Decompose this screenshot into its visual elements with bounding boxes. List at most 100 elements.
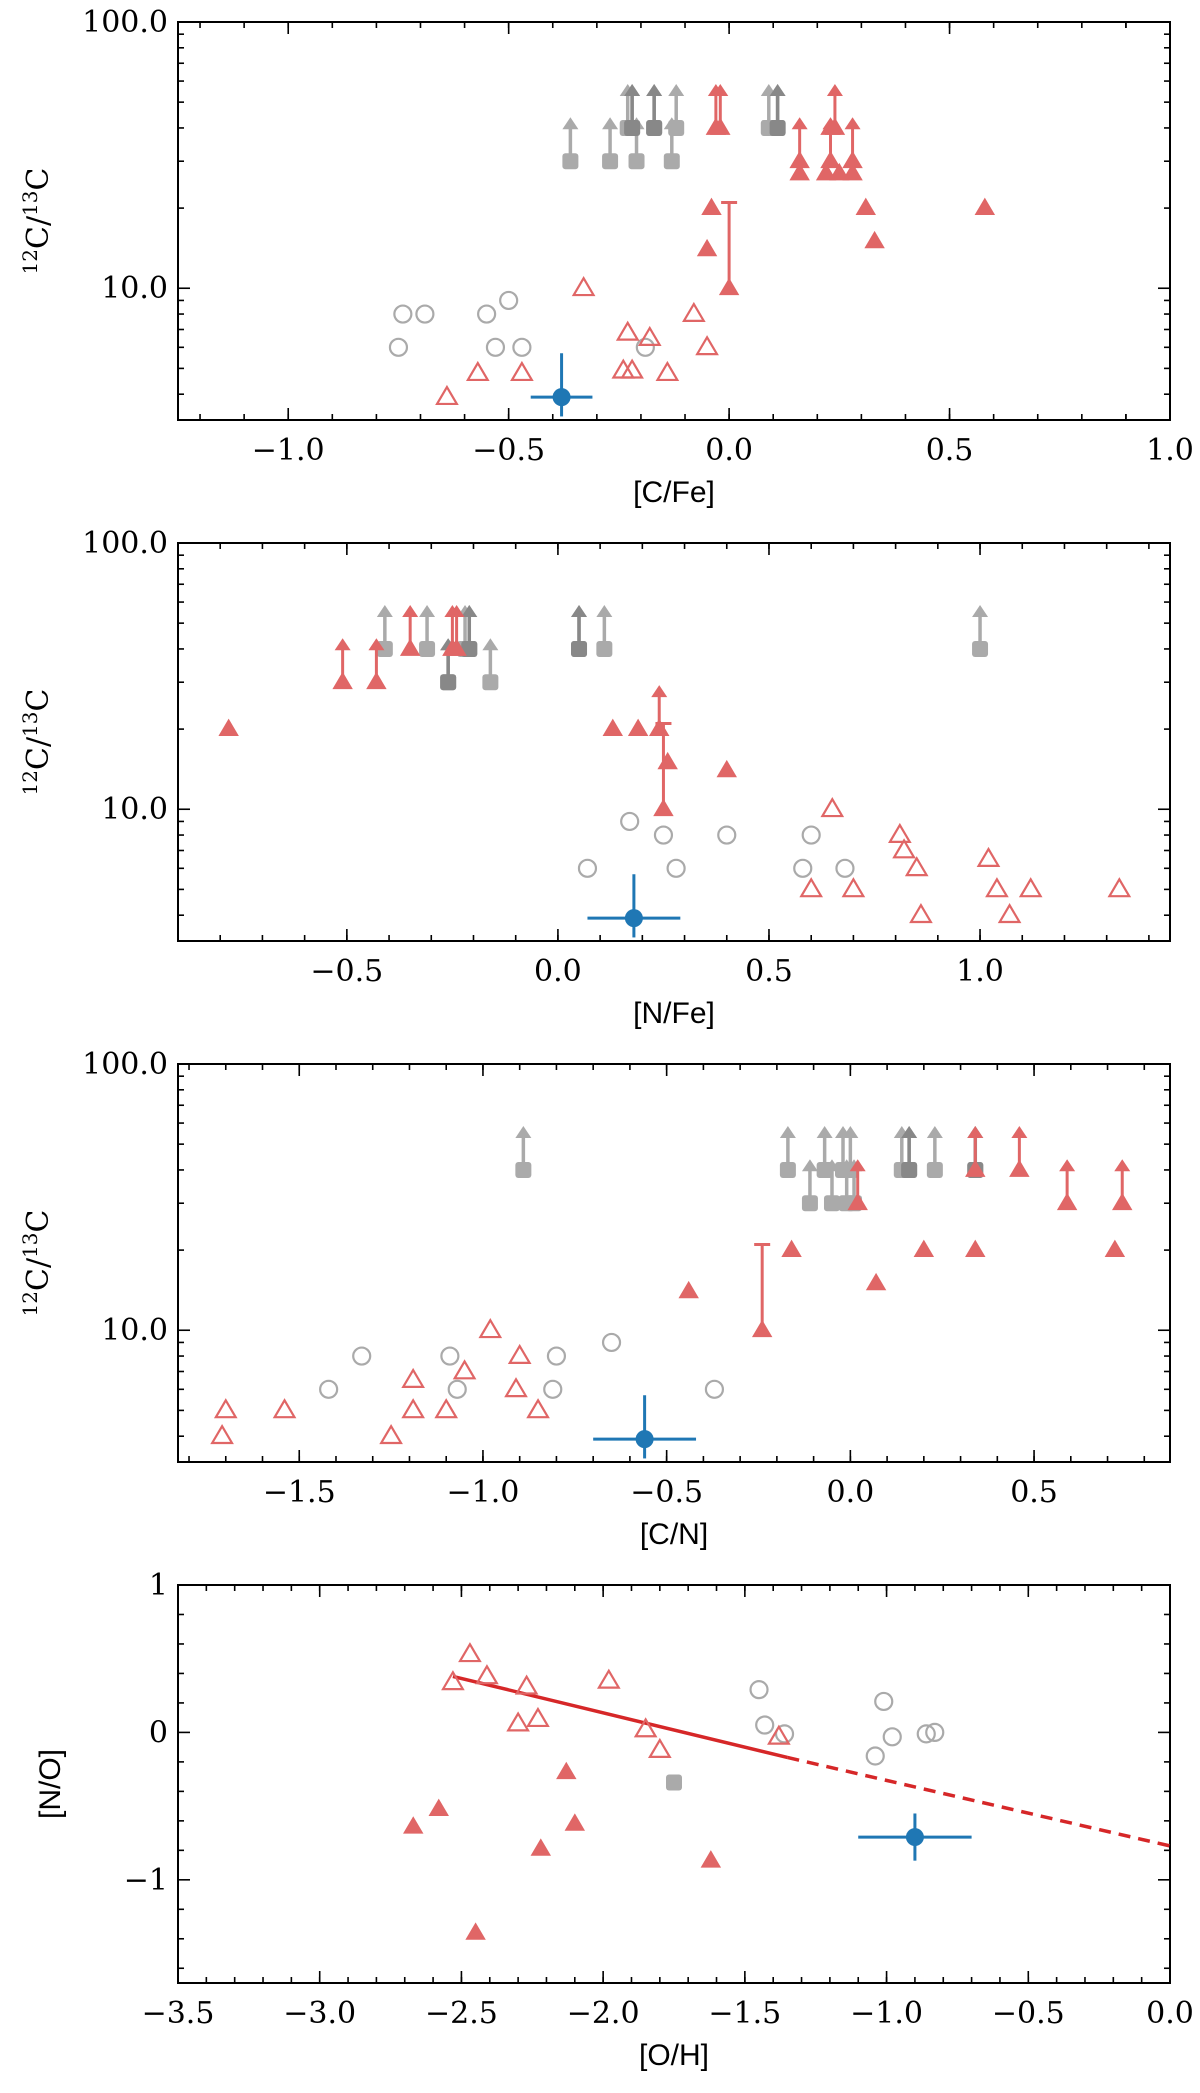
grey-dark-limit-arrow-head: [901, 1125, 918, 1138]
x-tick-label: −0.5: [992, 1996, 1065, 2031]
grey-open-circle: [704, 1379, 725, 1399]
red-filled-triangle: [564, 1813, 586, 1831]
panel-nfe: −0.5 0.0 0.5 1.0 10.0 100.0 [N/Fe] 12C/13C: [18, 526, 1171, 1030]
grey-limit-arrow-head: [562, 117, 579, 130]
plot-area: [388, 83, 996, 417]
y-axis-label: 12C/13C: [18, 1210, 56, 1317]
grey-dark-limit-square: [769, 119, 786, 136]
axes-frame: [177, 1063, 1171, 1463]
grey-limit-square: [668, 119, 685, 136]
red-filled-triangle: [781, 1239, 802, 1258]
red-open-triangle: [904, 856, 929, 877]
y-tick-label: 0: [149, 1715, 168, 1750]
x-tick-label: −0.5: [472, 433, 545, 468]
x-tick-label: −2.0: [567, 1996, 640, 2031]
red-open-triangle: [213, 1398, 238, 1419]
blue-point: [552, 388, 571, 407]
grey-dark-limit-arrow-head: [461, 604, 478, 617]
panel-cfe: −1.0 −0.5 0.0 0.5 1.0 10.0 100.0 [C/Fe] 12C/13C: [18, 5, 1194, 509]
red-filled-triangle: [815, 162, 837, 181]
blue-point: [635, 1430, 654, 1449]
red-filled-triangle: [602, 718, 624, 737]
red-limit-triangle: [1112, 1192, 1133, 1211]
y-label-superscript: 12: [18, 770, 42, 795]
blue-point: [905, 1828, 924, 1847]
grey-limit-arrow-head: [801, 1159, 818, 1172]
red-filled-triangle: [1104, 1239, 1126, 1258]
red-open-triangle: [620, 358, 644, 379]
x-axis-label: [C/N]: [640, 1518, 708, 1551]
red-limit-arrow-head: [334, 638, 351, 651]
red-limit-triangle: [847, 1192, 868, 1211]
grey-dark-limit-square: [624, 119, 641, 136]
x-tick-label: 0.0: [1146, 1996, 1194, 2031]
x-tick-label: −0.5: [630, 1475, 703, 1510]
grey-open-circle: [485, 337, 506, 357]
y-tick-label: 100.0: [82, 526, 168, 561]
grey-open-circle: [601, 1332, 622, 1353]
red-open-triangle: [401, 1367, 425, 1388]
grey-open-circle: [512, 337, 532, 357]
grey-open-circle: [477, 304, 497, 324]
red-limit-triangle: [649, 718, 670, 737]
grey-open-circle: [653, 825, 674, 845]
red-open-triangle: [892, 838, 916, 859]
x-tick-label: −1.0: [447, 1475, 520, 1510]
y-label-superscript: 13: [18, 712, 42, 737]
y-tick-label: 10.0: [101, 792, 168, 827]
grey-dark-limit-square: [440, 674, 457, 691]
grey-limit-arrow-head: [376, 604, 393, 617]
red-limit-triangle: [366, 671, 387, 690]
red-limit-arrow-head: [651, 685, 668, 698]
grey-open-circle: [835, 858, 855, 878]
y-label-text: C/: [21, 1257, 56, 1291]
red-filled-triangle: [701, 197, 722, 216]
grey-limit-square: [926, 1161, 943, 1178]
red-limit-triangle: [820, 150, 841, 169]
plot-area: [218, 604, 1132, 938]
x-tick-label: −2.5: [425, 1996, 498, 2031]
grey-limit-arrow-head: [926, 1125, 943, 1138]
red-open-triangle: [799, 877, 824, 898]
red-limit-arrow-head: [849, 1159, 866, 1172]
red-open-triangle: [655, 360, 680, 382]
red-limit-arrow-head: [967, 1125, 984, 1138]
y-tick-label: 10.0: [101, 271, 168, 306]
x-tick-label: 0.0: [534, 954, 582, 989]
blue-point: [624, 909, 643, 928]
red-limit-arrow-head: [791, 117, 808, 130]
grey-limit-square: [419, 640, 436, 657]
x-tick-label: −3.5: [142, 1996, 215, 2031]
x-tick-label: −3.0: [283, 1996, 356, 2031]
red-open-triangle: [820, 797, 845, 818]
grey-limit-arrow-head: [515, 1125, 532, 1138]
red-open-triangle: [506, 1711, 530, 1732]
red-open-triangle: [526, 1706, 550, 1728]
red-open-triangle: [514, 1674, 539, 1695]
grey-dark-limit-square: [646, 119, 663, 136]
grey-limit-arrow-head: [972, 604, 989, 617]
grey-open-circle: [874, 1691, 894, 1712]
y-label-superscript: 12: [18, 1291, 42, 1316]
x-tick-label: −1.5: [263, 1475, 336, 1510]
x-tick-label: 0.0: [705, 433, 753, 468]
y-label-text: C: [21, 689, 56, 712]
red-open-triangle: [976, 846, 1001, 867]
grey-open-circle: [577, 858, 598, 878]
axes-frame: [177, 542, 1171, 942]
red-filled-triangle: [829, 162, 850, 181]
grey-limit-square: [972, 640, 989, 657]
red-limit-arrow-head: [368, 638, 385, 651]
red-limit-triangle: [710, 117, 731, 135]
red-open-triangle: [1018, 877, 1043, 898]
x-tick-label: 0.5: [1010, 1475, 1058, 1510]
grey-open-circle: [755, 1715, 775, 1735]
red-open-triangle: [637, 325, 662, 346]
grey-dark-limit-arrow-head: [571, 604, 588, 617]
red-open-triangle: [695, 335, 719, 356]
red-limit-arrow-head: [712, 83, 729, 96]
red-open-triangle: [504, 1377, 528, 1398]
x-tick-label: 1.0: [1146, 433, 1194, 468]
red-open-triangle: [841, 877, 866, 898]
